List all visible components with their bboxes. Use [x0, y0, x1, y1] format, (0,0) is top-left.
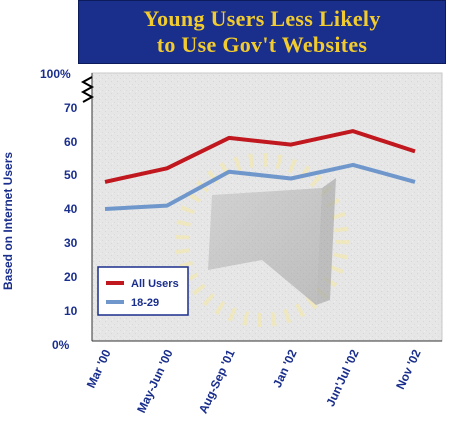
title-line-2: to Use Gov't Websites	[156, 32, 368, 57]
x-tick-label: Aug-Sep '01	[196, 347, 238, 416]
y-tick-label: 20	[64, 270, 78, 284]
x-tick-label: May-Jun '00	[134, 347, 176, 415]
x-tick-label: Jun'Jul '02	[323, 347, 362, 409]
legend-box	[97, 266, 189, 316]
series-line-18-29	[104, 162, 416, 211]
x-ticks: Mar '00 May-Jun '00 Aug-Sep '01 Jan '02 Jun'…	[84, 347, 424, 416]
x-tick-label: Nov '02	[393, 347, 424, 391]
chart-title: Young Users Less Likely to Use Gov't Web…	[78, 0, 446, 64]
legend-label-all-users: All Users	[131, 278, 179, 290]
y-tick-label: 60	[64, 135, 78, 149]
y-tick-label: 0%	[52, 338, 70, 352]
title-line-1: Young Users Less Likely	[143, 6, 381, 31]
y-tick-label: 100%	[40, 67, 71, 81]
y-tick-label: 40	[64, 202, 78, 216]
legend-label-18-29: 18-29	[131, 297, 159, 309]
y-tick-label: 70	[64, 101, 78, 115]
legend: All Users 18-29	[97, 266, 189, 316]
y-tick-label: 10	[64, 304, 78, 318]
y-tick-label: 30	[64, 236, 78, 250]
x-tick-label: Mar '00	[84, 347, 114, 390]
y-ticks: 0% 10 20 30 40 50 60 70 100%	[40, 67, 78, 352]
background-watermark	[175, 153, 349, 327]
series-line-all-users	[104, 129, 416, 184]
x-tick-label: Jan '02	[270, 347, 300, 390]
y-axis-label: Based on Internet Users	[1, 152, 15, 290]
y-tick-label: 50	[64, 168, 78, 182]
axis-break-icon	[80, 76, 95, 103]
